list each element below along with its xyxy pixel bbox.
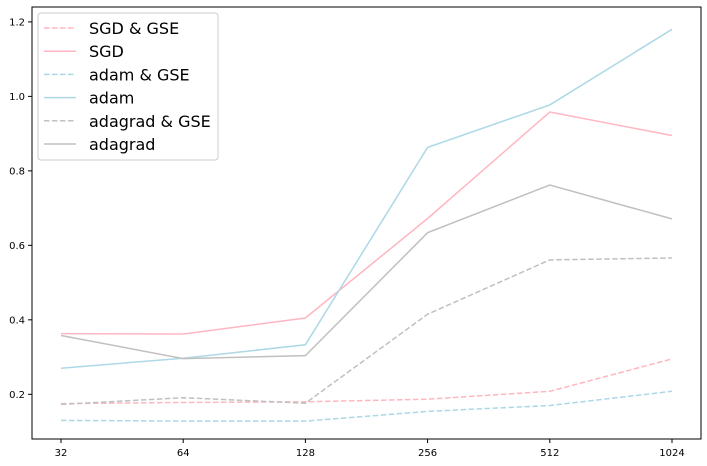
y-tick-label: 1.0 — [9, 92, 25, 103]
legend-label: adam — [89, 89, 134, 108]
legend-label: SGD & GSE — [89, 19, 179, 38]
series-line-adam-gse — [60, 390, 673, 422]
x-tick-label: 64 — [177, 448, 190, 459]
series-line-sgd — [60, 111, 673, 335]
legend-label: adagrad & GSE — [89, 112, 211, 131]
series-line-adam — [60, 28, 673, 369]
x-tick-label: 128 — [296, 448, 315, 459]
y-tick-label: 0.8 — [9, 166, 25, 177]
y-tick-label: 0.4 — [9, 315, 25, 326]
legend-box — [37, 12, 219, 161]
series-layer — [60, 28, 673, 422]
y-tick-label: 1.2 — [9, 17, 25, 28]
x-tick-label: 512 — [540, 448, 559, 459]
x-tick-label: 256 — [418, 448, 437, 459]
legend-label: SGD — [89, 42, 124, 61]
y-tick-label: 0.6 — [9, 241, 25, 252]
legend-label: adam & GSE — [89, 65, 190, 84]
x-tick-label: 32 — [55, 448, 68, 459]
axis-layer: 32 64 128 256 512 1024 0.2 0.4 0.6 0.8 1.0 1.2 — [9, 17, 685, 459]
legend-label: adagrad — [89, 135, 155, 154]
y-tick-label: 0.2 — [9, 390, 25, 401]
x-tick-label: 1024 — [659, 448, 684, 459]
series-line-adagrad-gse — [60, 257, 673, 406]
series-line-adagrad — [60, 184, 673, 360]
legend: SGD & GSE SGD adam & GSE adam adagrad & GSE a… — [37, 12, 219, 161]
series-line-sgd-gse — [60, 358, 673, 405]
